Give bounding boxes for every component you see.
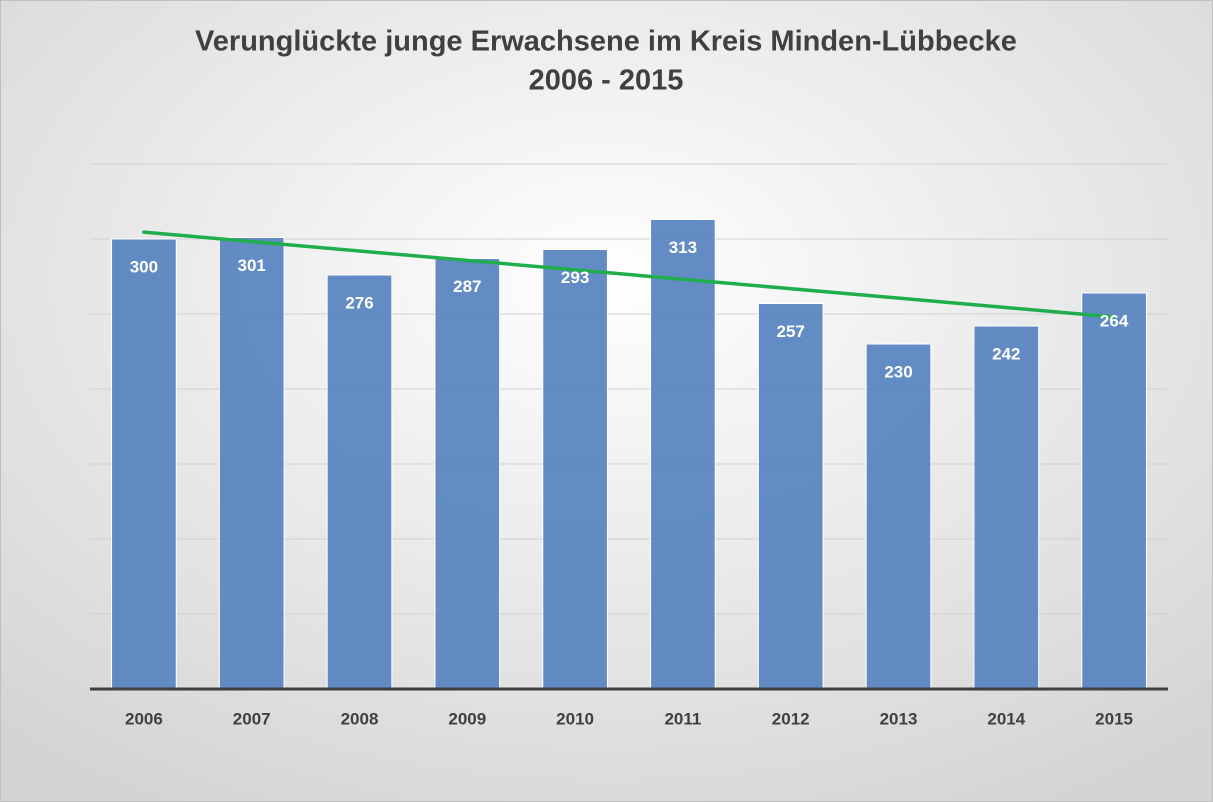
data-label: 293	[561, 268, 589, 287]
bar	[326, 274, 393, 690]
bar	[650, 219, 716, 690]
data-label: 242	[992, 344, 1020, 363]
bar	[218, 237, 285, 690]
x-tick-label: 2009	[448, 709, 486, 728]
chart-subtitle: 2006 - 2015	[529, 65, 684, 97]
data-label: 257	[777, 322, 805, 341]
x-tick-label: 2015	[1095, 709, 1133, 728]
data-label: 301	[238, 256, 266, 275]
data-label: 230	[884, 362, 912, 381]
x-tick-label: 2006	[125, 709, 163, 728]
x-tick-label: 2008	[341, 709, 379, 728]
bar	[434, 258, 501, 690]
x-tick-label: 2011	[664, 709, 701, 728]
data-label: 287	[453, 277, 481, 296]
x-tick-label: 2013	[880, 709, 918, 728]
trendline	[142, 230, 1116, 319]
x-tick-label: 2007	[233, 709, 271, 728]
data-label: 313	[669, 238, 697, 257]
bar	[542, 249, 608, 690]
x-tick-label: 2014	[987, 709, 1025, 728]
data-label: 264	[1100, 311, 1129, 330]
x-tick-label: 2012	[772, 709, 810, 728]
bar	[1081, 292, 1147, 690]
data-label: 276	[345, 293, 373, 312]
bar	[757, 303, 824, 690]
bar	[865, 343, 932, 690]
x-tick-label: 2010	[556, 709, 594, 728]
bar	[111, 238, 177, 690]
chart-title: Verunglückte junge Erwachsene im Kreis M…	[195, 26, 1017, 58]
data-label: 300	[130, 257, 158, 276]
bar	[973, 325, 1040, 690]
